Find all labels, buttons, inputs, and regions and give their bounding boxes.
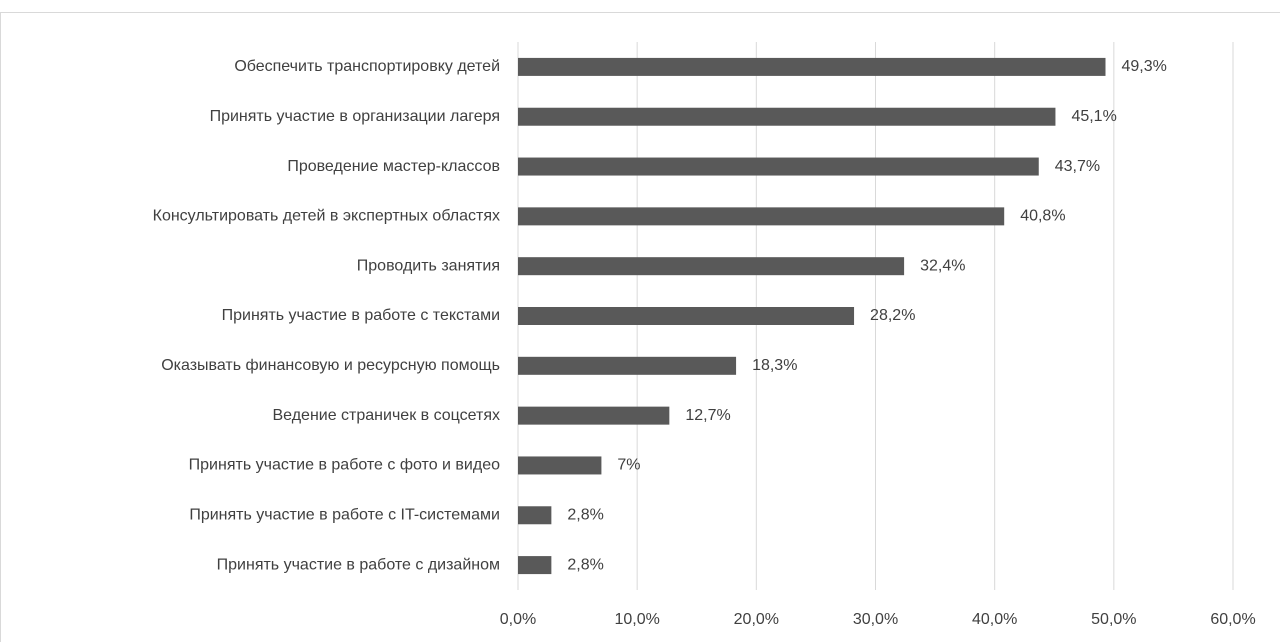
x-tick-label: 0,0% <box>500 611 536 628</box>
y-tick-label: Консультировать детей в экспертных облас… <box>153 208 500 225</box>
bar <box>518 307 855 325</box>
bar <box>518 456 602 475</box>
bar <box>518 406 670 425</box>
y-tick-label: Принять участие в организации лагеря <box>210 108 500 125</box>
data-label: 32,4% <box>920 257 965 274</box>
bar <box>518 257 905 276</box>
bar <box>518 506 552 525</box>
data-label: 45,1% <box>1071 108 1116 125</box>
data-label: 28,2% <box>870 307 915 324</box>
y-tick-label: Проводить занятия <box>357 257 500 274</box>
y-tick-label: Оказывать финансовую и ресурсную помощь <box>161 357 500 374</box>
x-tick-label: 10,0% <box>614 611 659 628</box>
y-tick-label: Принять участие в работе с текстами <box>222 307 500 324</box>
data-label: 18,3% <box>752 357 797 374</box>
data-label: 2,8% <box>567 506 603 523</box>
bar <box>518 556 552 575</box>
x-tick-label: 20,0% <box>734 611 779 628</box>
data-label: 12,7% <box>685 407 730 424</box>
bar <box>518 57 1106 76</box>
data-label: 49,3% <box>1121 58 1166 75</box>
y-tick-label: Принять участие в работе с фото и видео <box>189 457 500 474</box>
y-tick-label: Принять участие в работе с дизайном <box>217 556 500 573</box>
data-label: 43,7% <box>1055 158 1100 175</box>
data-label: 2,8% <box>567 556 603 573</box>
bar <box>518 157 1039 176</box>
y-tick-label: Ведение страничек в соцсетях <box>272 407 500 424</box>
y-tick-label: Принять участие в работе с IT-системами <box>189 506 500 523</box>
x-tick-label: 50,0% <box>1091 611 1136 628</box>
bar <box>518 356 737 375</box>
data-label: 40,8% <box>1020 208 1065 225</box>
y-tick-label: Проведение мастер-классов <box>287 158 500 175</box>
x-tick-label: 30,0% <box>853 611 898 628</box>
data-label: 7% <box>617 457 640 474</box>
bar <box>518 207 1005 226</box>
y-tick-label: Обеспечить транспортировку детей <box>234 58 500 75</box>
bar <box>518 107 1056 126</box>
x-tick-label: 40,0% <box>972 611 1017 628</box>
chart-border <box>0 12 1280 642</box>
x-tick-label: 60,0% <box>1210 611 1255 628</box>
